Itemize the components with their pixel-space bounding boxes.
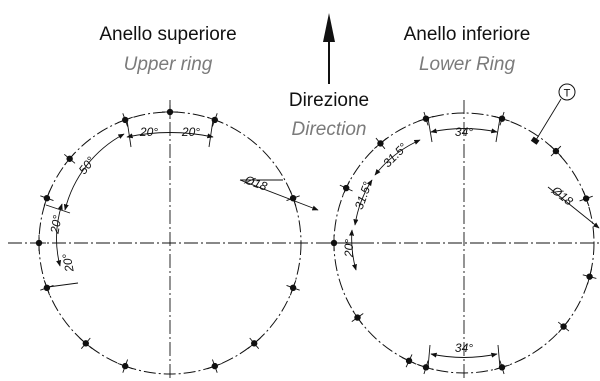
upper-top-left-angle: 20° — [139, 125, 158, 139]
lower-top-ext-right — [495, 117, 501, 143]
upper-50-dim-arc — [63, 133, 125, 211]
direction-title: Direzione — [289, 90, 369, 111]
lower-bottom-dim-arc — [430, 352, 498, 358]
t-marker-leader — [535, 98, 562, 141]
lower-top-ext-left — [427, 117, 433, 143]
lower-diameter-leader — [547, 186, 600, 229]
lower-hole — [401, 354, 417, 368]
upper-ring-title: Anello superiore — [99, 24, 236, 45]
upper-diameter-label: Ø18 — [242, 172, 269, 193]
upper-ring: 20° 20° 50° 20° 20° Ø18 — [8, 100, 320, 380]
upper-left-angle-b: 20° — [60, 252, 77, 273]
lower-left-dim-arc-c — [349, 229, 357, 271]
upper-ring-subtitle: Upper ring — [124, 54, 213, 75]
lower-hole — [494, 111, 510, 126]
lower-hole — [351, 310, 364, 325]
upper-hole — [32, 235, 46, 251]
lower-diameter-label: Ø18 — [548, 183, 576, 209]
upper-hole — [40, 280, 54, 296]
upper-hole — [40, 190, 54, 206]
upper-hole — [286, 280, 300, 296]
lower-hole — [327, 235, 341, 251]
lower-left-dim-arc-b — [353, 179, 373, 226]
upper-left-ext-a — [45, 204, 71, 214]
upper-top-ext-left — [126, 119, 132, 148]
upper-hole — [63, 152, 76, 166]
lower-hole — [582, 268, 597, 285]
upper-left-ext-b — [47, 282, 79, 288]
upper-left-dim-arc — [56, 203, 63, 267]
lower-bottom-ext-right — [497, 344, 501, 369]
t-marker-label: T — [564, 88, 571, 100]
upper-hole — [79, 337, 93, 350]
upper-top-right-angle: 20° — [181, 125, 200, 139]
upper-top-dim-arc — [126, 132, 214, 139]
lower-left-dim-arc-a — [374, 139, 421, 176]
upper-left-angle-a: 20° — [47, 214, 64, 235]
lower-hole — [339, 180, 353, 196]
lower-left-angle-c: 20° — [342, 239, 356, 258]
upper-hole — [247, 337, 261, 350]
lower-hole — [374, 137, 387, 150]
direction-subtitle: Direction — [292, 119, 367, 140]
lower-hole — [579, 190, 593, 207]
t-marker: T — [530, 83, 576, 145]
lower-ring-title: Anello inferiore — [404, 24, 531, 45]
lower-ring-subtitle: Lower Ring — [419, 54, 516, 75]
lower-bottom-ext-left — [427, 344, 431, 369]
upper-ring-holes — [32, 105, 300, 373]
lower-hole — [549, 145, 562, 158]
lower-left-angle-b: 31.5° — [352, 180, 375, 211]
lower-hole — [494, 360, 510, 375]
lower-left-angle-a: 31.5° — [380, 140, 410, 170]
lower-top-angle: 34° — [455, 125, 473, 139]
upper-hole — [207, 359, 223, 373]
lower-hole — [418, 360, 434, 375]
upper-hole — [117, 359, 133, 373]
upper-hole — [207, 113, 223, 127]
lower-hole — [418, 111, 434, 126]
upper-hole — [162, 105, 178, 119]
upper-top-ext-right — [208, 119, 214, 148]
lower-hole — [557, 320, 570, 333]
direction-arrow — [323, 13, 335, 84]
lower-top-dim-arc — [430, 128, 498, 134]
lower-bottom-angle: 34° — [455, 341, 473, 355]
upper-hole — [117, 113, 133, 127]
upper-arc-angle: 50° — [76, 154, 98, 177]
upper-diameter-leader — [239, 179, 319, 211]
